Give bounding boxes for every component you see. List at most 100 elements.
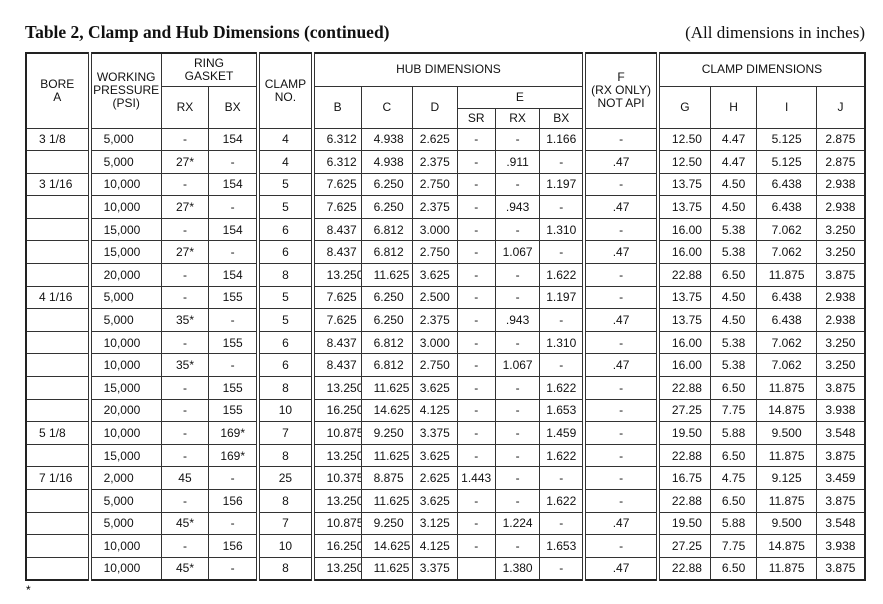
table-cell: 6 — [256, 353, 314, 378]
table-cell: .47 — [582, 353, 659, 378]
table-cell: - — [539, 150, 585, 174]
table-cell: 12.50 — [655, 127, 711, 152]
table-cell: 13.75 — [655, 172, 711, 197]
table-cell: 3.625 — [412, 263, 458, 287]
table-cell: - — [494, 443, 541, 468]
table-cell — [25, 511, 91, 536]
table-cell: 7.75 — [709, 398, 758, 423]
table-cell: - — [208, 556, 259, 581]
table-cell: 3.548 — [815, 421, 866, 445]
table-cell: .47 — [582, 240, 659, 265]
table-cell: 13.250 — [310, 556, 362, 581]
table-cell: - — [208, 466, 259, 490]
table-cell — [25, 556, 91, 581]
table-row: 10,000 45* -8 13.250 11.625 3.375 1.380- .47 22.… — [25, 556, 866, 581]
table-cell: 3.875 — [815, 556, 866, 581]
table-cell — [25, 353, 91, 378]
header-cell: WORKING PRESSURE (PSI) — [87, 52, 162, 129]
table-cell: 3.250 — [815, 330, 866, 355]
table-row: 10,000 35* -6 8.437 6.812 2.750-1.067- .47 16.0… — [25, 353, 866, 378]
table-cell: - — [582, 172, 659, 197]
table-cell: 6.50 — [709, 489, 758, 513]
table-cell: 22.88 — [655, 263, 711, 287]
table-cell: 1.166 — [539, 127, 585, 152]
table-cell: 27* — [160, 195, 210, 219]
table-cell: 6.812 — [360, 330, 414, 355]
header-cell: E — [456, 85, 585, 109]
table-cell: 7.062 — [756, 240, 817, 265]
table-cell: 16.00 — [655, 353, 711, 378]
table-cell: 8.875 — [360, 466, 414, 490]
table-cell: 8.437 — [310, 353, 362, 378]
table-cell: - — [456, 534, 496, 558]
table-cell: - — [208, 195, 259, 219]
table-cell: - — [539, 195, 585, 219]
table-cell: 14.875 — [756, 398, 817, 423]
table-cell: 5.38 — [709, 330, 758, 355]
table-cell: - — [494, 217, 541, 242]
table-cell: 3.459 — [815, 466, 866, 490]
dimensions-table: BORE A WORKING PRESSURE (PSI) RING GASKE… — [25, 52, 866, 581]
table-row: 3 1/8 5,000-154 4 6.312 4.938 2.625- -1.166-12… — [25, 127, 866, 152]
table-cell — [25, 443, 91, 468]
table-cell: .943 — [494, 195, 541, 219]
table-cell: 6.250 — [360, 195, 414, 219]
table-cell: .911 — [494, 150, 541, 174]
table-cell: 5.88 — [709, 421, 758, 445]
table-cell: 10,000 — [87, 330, 162, 355]
table-cell: 5.125 — [756, 150, 817, 174]
table-cell: 6.250 — [360, 308, 414, 332]
table-cell: - — [582, 217, 659, 242]
table-cell: 22.88 — [655, 443, 711, 468]
table-cell: - — [582, 285, 659, 310]
table-cell: 3.000 — [412, 217, 458, 242]
table-row: 20,000-154 8 13.250 11.625 3.625- -1.622-22.8… — [25, 263, 866, 287]
table-cell: - — [160, 330, 210, 355]
table-cell: 13.250 — [310, 376, 362, 400]
table-cell — [456, 556, 496, 581]
table-row: 5,000 27* -4 6.312 4.938 2.375- .911- .47 12.50 4… — [25, 150, 866, 174]
table-cell: 27.25 — [655, 398, 711, 423]
table-cell: 3.875 — [815, 263, 866, 287]
table-cell: 5,000 — [87, 150, 162, 174]
table-cell: - — [160, 127, 210, 152]
table-cell: 10,000 — [87, 534, 162, 558]
table-cell: 2.375 — [412, 195, 458, 219]
header-cell: RING GASKET — [160, 52, 259, 87]
table-cell: 7.062 — [756, 330, 817, 355]
table-cell: 1.310 — [539, 217, 585, 242]
table-cell: - — [208, 511, 259, 536]
table-cell: 4 — [256, 150, 314, 174]
table-cell: 3.938 — [815, 398, 866, 423]
table-cell: - — [494, 330, 541, 355]
table-cell: 6.438 — [756, 195, 817, 219]
table-cell: 15,000 — [87, 443, 162, 468]
table-cell: - — [539, 556, 585, 581]
table-cell: 9.125 — [756, 466, 817, 490]
table-row: 20,000-155 10 16.250 14.625 4.125- -1.653-27.… — [25, 398, 866, 423]
table-cell: 16.00 — [655, 217, 711, 242]
table-cell: 20,000 — [87, 263, 162, 287]
header-cell: SR — [456, 107, 496, 129]
table-cell: 45* — [160, 556, 210, 581]
table-cell: - — [582, 376, 659, 400]
table-cell: - — [456, 353, 496, 378]
table-cell: - — [456, 398, 496, 423]
table-cell: 6.438 — [756, 285, 817, 310]
table-cell: - — [208, 150, 259, 174]
table-cell: 4.125 — [412, 398, 458, 423]
header-cell: RX — [494, 107, 541, 129]
table-cell: 45 — [160, 466, 210, 490]
table-cell: 3.125 — [412, 511, 458, 536]
table-cell: - — [539, 308, 585, 332]
table-cell: 6.50 — [709, 556, 758, 581]
table-cell: 2.938 — [815, 195, 866, 219]
table-cell: - — [456, 285, 496, 310]
table-cell: 7 1/16 — [25, 466, 91, 490]
table-cell: 16.250 — [310, 534, 362, 558]
table-cell: 1.622 — [539, 376, 585, 400]
table-row: 10,000 27* -5 7.625 6.250 2.375- .943- .47 13.75… — [25, 195, 866, 219]
table-cell: 12.50 — [655, 150, 711, 174]
table-cell: 1.622 — [539, 489, 585, 513]
table-cell: 22.88 — [655, 489, 711, 513]
